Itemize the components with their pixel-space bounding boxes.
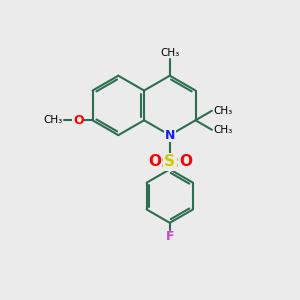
Text: S: S (164, 154, 175, 169)
Text: F: F (166, 230, 174, 243)
Text: N: N (165, 129, 175, 142)
Text: CH₃: CH₃ (160, 48, 179, 58)
Text: CH₃: CH₃ (213, 106, 232, 116)
Text: O: O (73, 114, 84, 127)
Text: O: O (148, 154, 161, 169)
Text: CH₃: CH₃ (213, 125, 232, 135)
Text: O: O (179, 154, 192, 169)
Text: CH₃: CH₃ (44, 115, 63, 125)
